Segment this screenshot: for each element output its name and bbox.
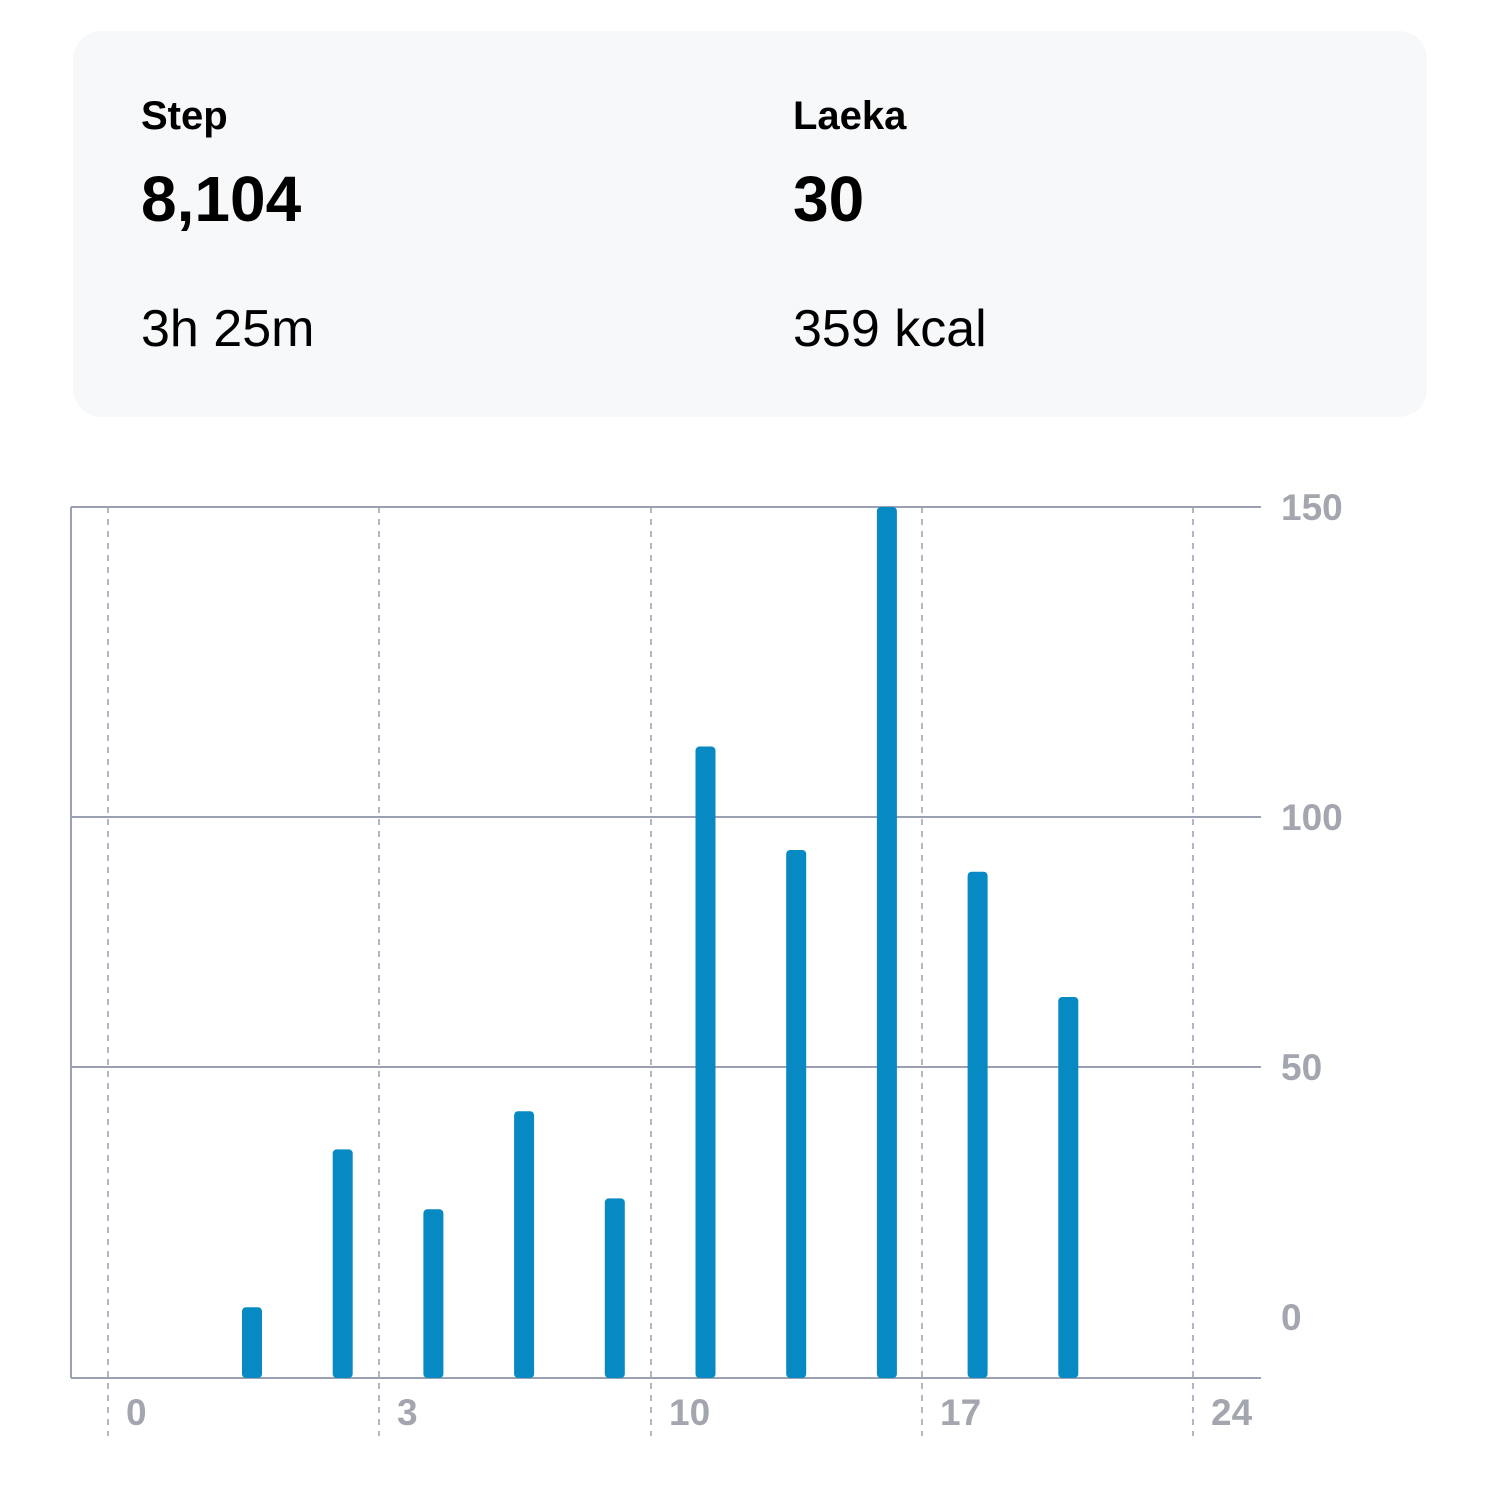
x-tick-label: 10 [669,1392,710,1433]
bar[interactable] [332,1149,353,1378]
bar[interactable] [423,1209,444,1378]
x-tick-label: 17 [940,1392,981,1433]
steps-label: Step [141,94,228,138]
summary-card: Step 8,104 3h 25m Laeka 30 359 kcal [73,31,1427,417]
laeka-value: 30 [793,163,865,235]
x-tick-label: 0 [126,1392,147,1433]
steps-bar-chart: 0 50 100 150 0 3 10 17 24 [70,487,1343,1436]
laeka-label: Laeka [793,94,907,138]
bar[interactable] [695,746,716,1378]
steps-duration: 3h 25m [141,300,315,358]
x-tick-label: 3 [397,1392,418,1433]
steps-value: 8,104 [141,163,302,235]
bar[interactable] [786,849,807,1378]
y-tick-label: 0 [1281,1297,1302,1338]
x-tick-label: 24 [1211,1392,1253,1433]
bar[interactable] [967,871,988,1378]
laeka-calories: 359 kcal [793,300,987,358]
y-tick-label: 50 [1281,1047,1322,1088]
y-tick-label: 100 [1281,797,1343,838]
bar[interactable] [242,1307,262,1378]
bar[interactable] [1058,996,1079,1378]
y-tick-label: 150 [1281,487,1343,528]
bar[interactable] [876,507,897,1378]
bar[interactable] [604,1198,625,1378]
bar[interactable] [514,1111,535,1378]
